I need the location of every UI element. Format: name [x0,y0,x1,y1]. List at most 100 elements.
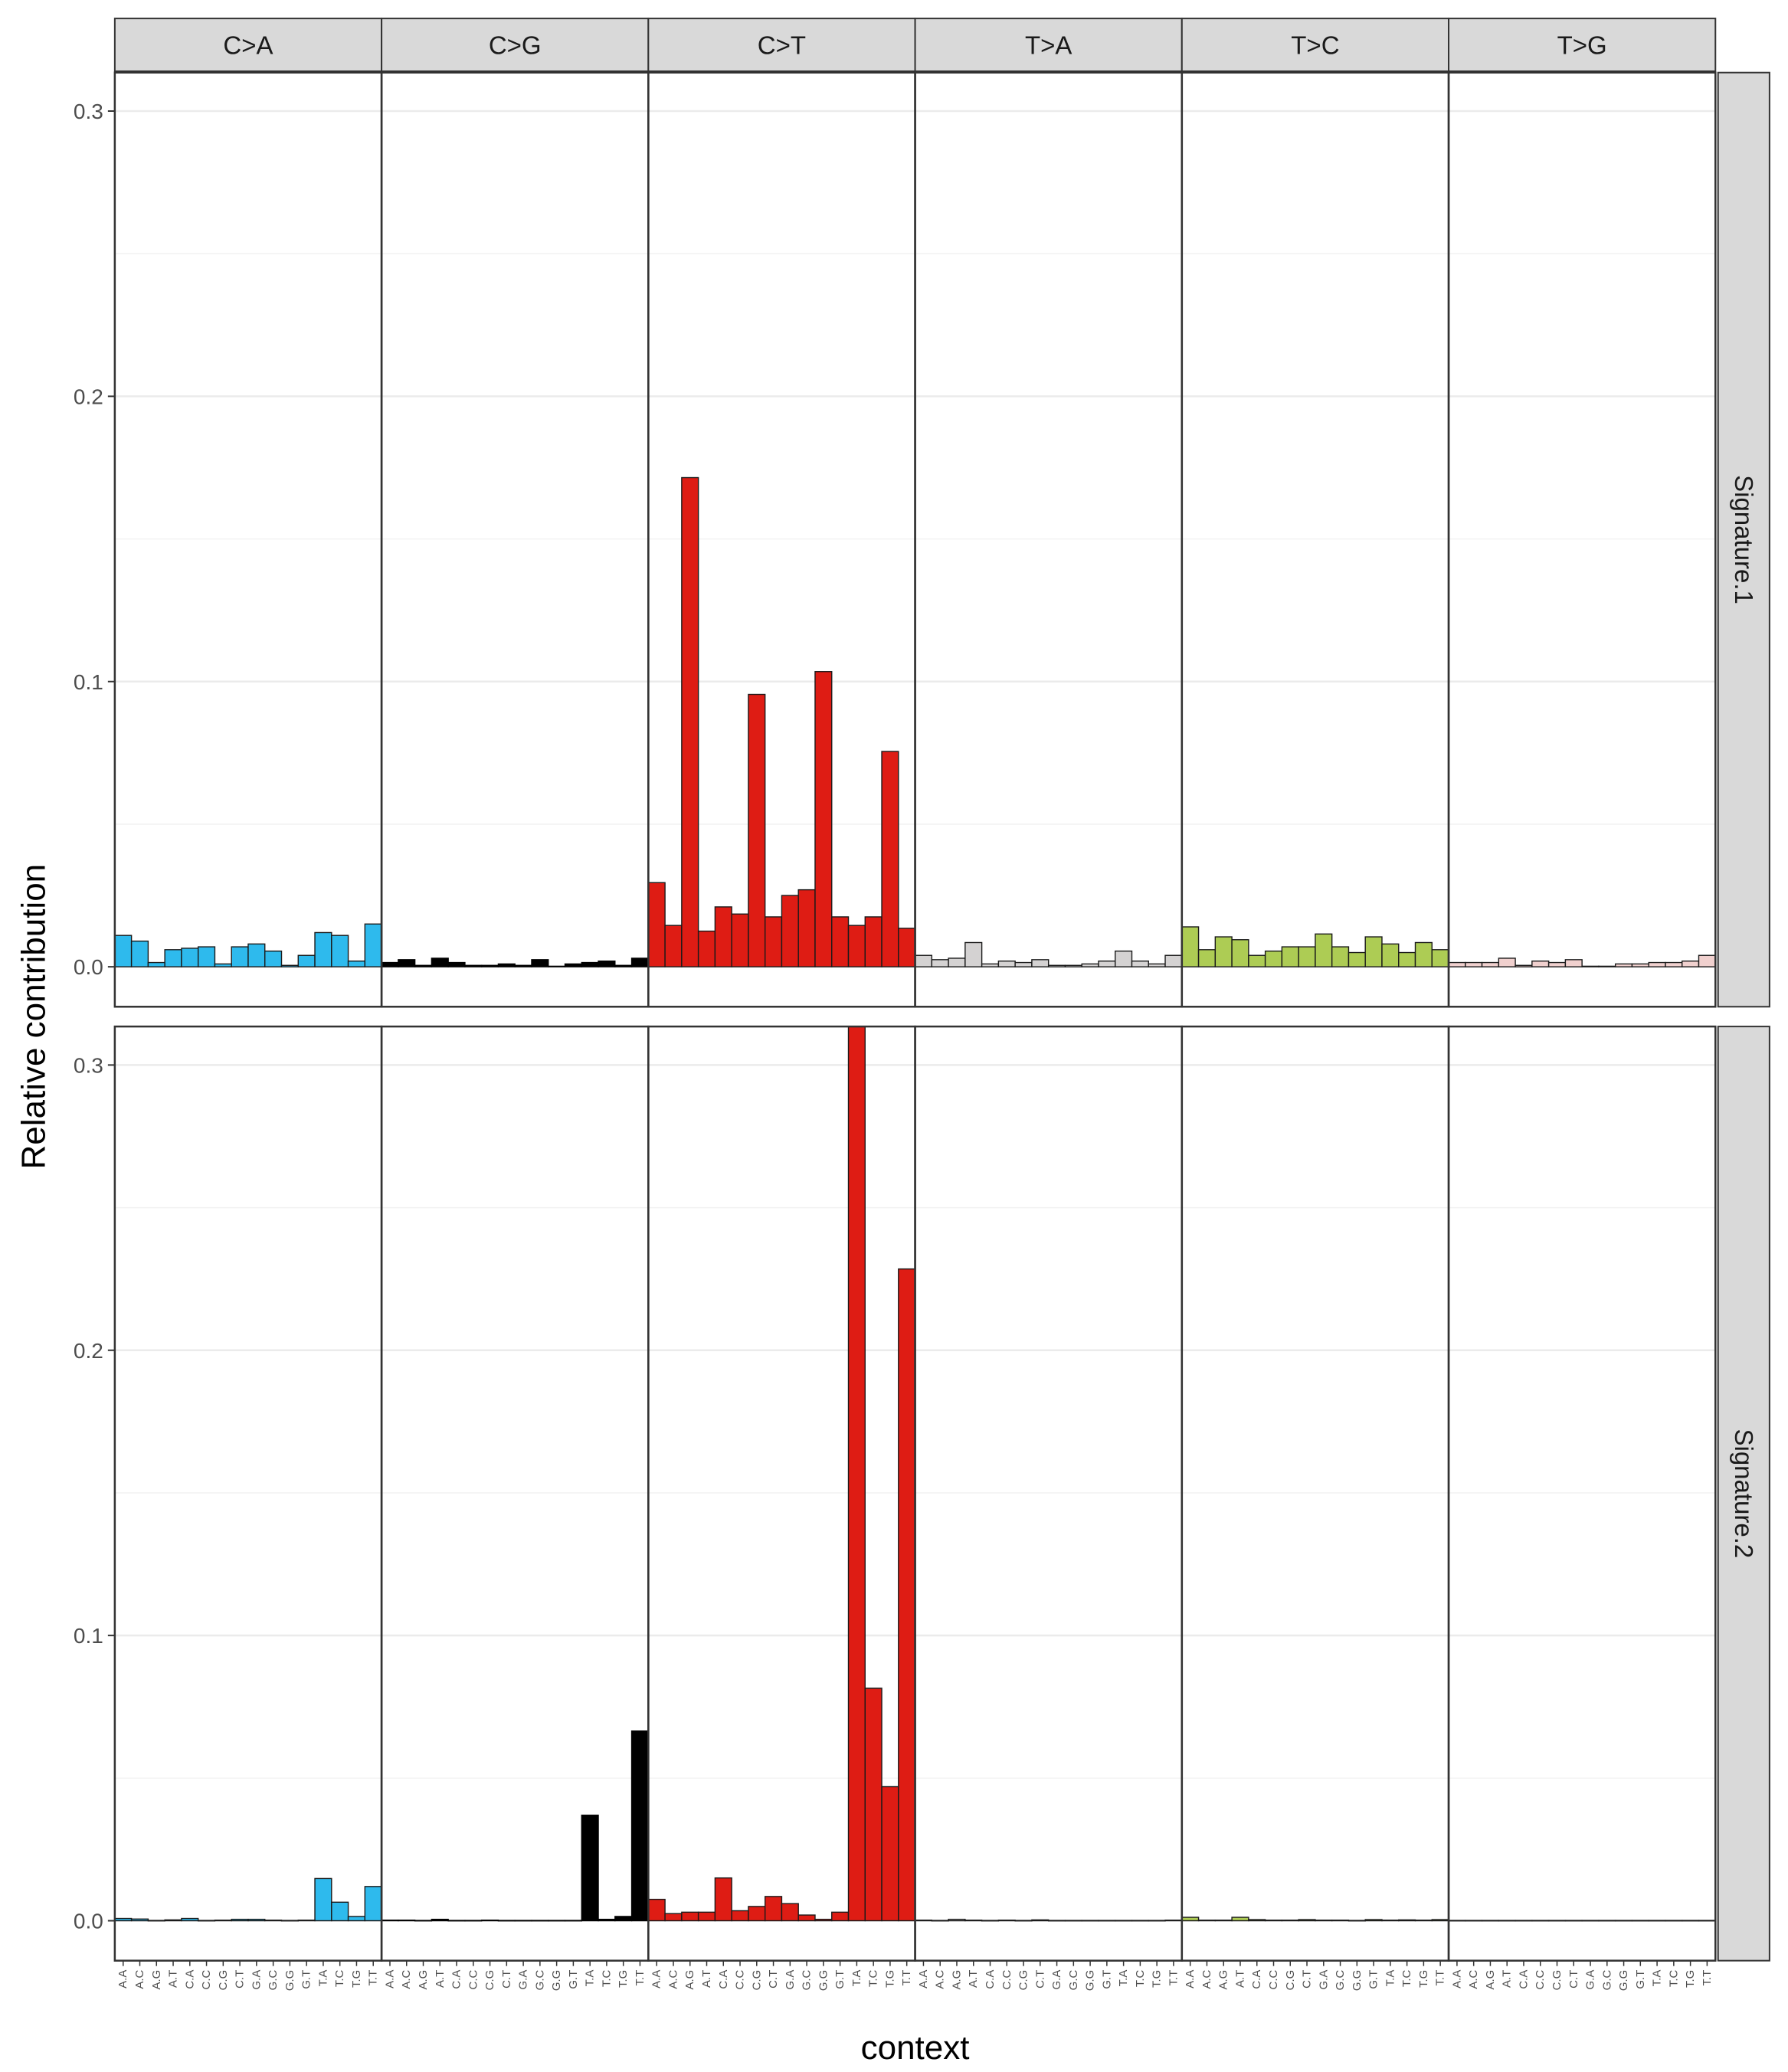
bar-signature-1-c-to-a-t-g [347,960,366,967]
facet-strip-c-to-t: C>T [647,18,916,73]
bar-signature-2-c-to-t-c-t [764,1896,783,1922]
bar-signature-2-c-to-t-g-g [814,1918,833,1922]
bar-signature-2-c-to-a-c-c [197,1920,216,1922]
bar-signature-2-c-to-t-c-g [748,1906,766,1922]
bar-signature-1-c-to-t-g-t [831,916,850,967]
bar-signature-2-c-to-t-g-t [831,1911,850,1922]
x-tick-label: G.A [250,1970,263,1990]
x-tick-label: A.G [950,1970,963,1990]
bar-signature-2-t-to-a-g-g [1081,1920,1099,1922]
bar-signature-2-t-to-g-a-g [1481,1920,1500,1922]
x-tick-label: C.A [1517,1970,1530,1989]
bar-signature-1-t-to-g-c-c [1531,960,1550,967]
bar-signature-2-t-to-g-c-a [1515,1920,1533,1922]
bar-signature-2-t-to-c-c-c [1264,1920,1283,1922]
bar-signature-1-t-to-a-t-t [1164,954,1183,967]
bar-signature-1-t-to-g-c-g [1547,961,1567,967]
bar-signature-1-c-to-g-t-g [614,964,633,967]
y-tick-label: 0.2 [74,385,103,408]
x-tick-label: T.G [1684,1970,1697,1988]
bar-signature-2-c-to-a-a-a [114,1917,133,1922]
bar-signature-1-t-to-a-a-g [948,957,966,967]
bar-signature-2-c-to-g-t-g [614,1916,633,1922]
x-tick-label: A.C [666,1969,680,1989]
x-tick-label: G.C [1334,1969,1347,1990]
x-tick-label: A.G [150,1970,163,1990]
bar-signature-2-c-to-t-a-t [697,1911,716,1922]
facet-strip-t-to-g: T>G [1448,18,1717,73]
x-tick-label: A.T [167,1970,180,1988]
bar-signature-2-c-to-g-c-a [447,1920,466,1922]
panel-background [1181,72,1449,1007]
x-tick-label: C.C [1534,1969,1547,1989]
facet-strip-label: C>A [223,31,273,60]
x-tick-label: A.A [116,1970,129,1989]
bar-signature-1-c-to-g-t-a [581,961,599,967]
x-tick-label: A.A [1450,1970,1463,1989]
bar-signature-1-t-to-c-t-a [1381,943,1400,967]
bar-signature-2-t-to-g-t-g [1682,1920,1700,1922]
bar-signature-1-c-to-a-g-c [264,950,283,967]
x-axis-title: context [861,2029,970,2067]
x-tick-label: A.G [417,1970,430,1990]
y-tick-label: 0.0 [74,1910,103,1933]
row-strip-label: Signature.1 [1730,475,1758,604]
x-tick-label: T.G [350,1970,363,1988]
x-tick-label: C.G [750,1970,763,1991]
bar-signature-1-t-to-a-t-c [1131,960,1149,967]
x-tick-label: G.G [1617,1970,1630,1992]
bar-signature-1-c-to-a-a-t [164,949,182,967]
bar-signature-2-c-to-g-a-a [381,1920,399,1922]
bar-signature-1-c-to-g-c-g [480,964,499,967]
x-tick-label: C.A [984,1970,997,1989]
bar-signature-2-t-to-a-g-c [1064,1920,1082,1922]
x-tick-label: T.A [1651,1970,1664,1987]
bar-signature-1-c-to-g-g-g [548,965,566,967]
y-tick-label: 0.0 [74,955,103,979]
bar-signature-1-t-to-a-t-g [1148,963,1166,967]
x-tick-label: G.T [1367,1970,1380,1989]
x-tick-label: T.T [1167,1970,1180,1986]
bar-signature-2-c-to-g-g-g [548,1920,566,1922]
bar-signature-1-c-to-t-t-a [847,925,866,967]
bar-signature-2-t-to-g-a-a [1448,1920,1466,1922]
x-tick-label: C.C [1000,1969,1014,1989]
bar-signature-2-t-to-g-a-t [1498,1920,1516,1922]
bar-signature-1-c-to-t-a-a [647,882,666,967]
bar-signature-2-c-to-t-c-a [714,1877,732,1922]
bar-signature-1-c-to-g-a-g [414,964,433,967]
bar-signature-1-t-to-g-a-g [1481,961,1500,967]
bar-signature-2-t-to-c-t-a [1381,1920,1400,1922]
bar-signature-2-t-to-g-g-g [1614,1920,1633,1922]
bar-signature-1-t-to-a-a-a [914,954,933,967]
bar-signature-2-t-to-a-a-t [964,1920,983,1922]
x-tick-label: T.T [1701,1970,1714,1986]
bar-signature-1-c-to-g-t-t [630,957,650,967]
bar-signature-2-c-to-t-t-g [881,1786,899,1922]
panel-background [382,1026,649,1961]
bar-signature-1-c-to-a-t-c [331,935,349,967]
bar-signature-2-c-to-a-a-g [147,1920,165,1922]
bar-signature-2-t-to-g-t-a [1648,1920,1666,1922]
x-tick-label: C.T [1567,1970,1580,1989]
bar-signature-2-t-to-g-g-c [1598,1920,1616,1922]
bar-signature-2-t-to-c-t-g [1414,1920,1433,1922]
bar-signature-2-c-to-t-a-g [681,1911,699,1922]
x-tick-label: C.A [450,1970,463,1989]
bar-signature-2-c-to-t-g-c [797,1914,816,1922]
bar-signature-1-t-to-g-a-a [1448,961,1466,967]
facet-strip-label: T>G [1557,31,1607,60]
bar-signature-2-c-to-t-t-t [898,1268,916,1922]
bar-signature-1-t-to-a-g-c [1064,964,1082,967]
bar-signature-1-c-to-a-t-t [364,923,382,967]
bar-signature-2-t-to-a-a-c [931,1920,949,1922]
bar-signature-2-c-to-a-a-c [130,1918,149,1922]
x-tick-label: G.G [283,1970,296,1992]
bar-signature-2-c-to-a-c-a [181,1917,199,1922]
bar-signature-1-t-to-c-g-c [1331,946,1350,967]
bar-signature-2-t-to-c-g-a [1315,1920,1333,1922]
bar-signature-2-c-to-t-t-c [864,1687,883,1922]
bar-signature-2-t-to-a-a-g [948,1918,966,1922]
bar-signature-2-t-to-a-g-t [1098,1920,1116,1922]
